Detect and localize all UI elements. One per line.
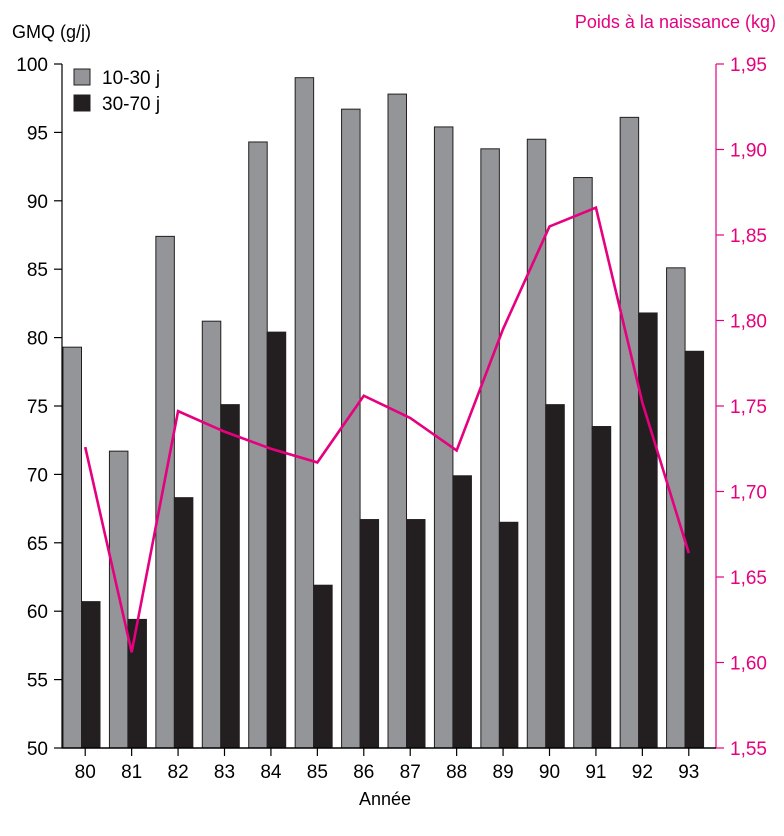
- left-tick-label: 80: [27, 329, 48, 350]
- bar-30-70: [220, 404, 240, 749]
- bar-30-70: [81, 601, 101, 749]
- right-tick-label: 1,85: [730, 226, 767, 247]
- right-tick-label: 1,55: [730, 739, 767, 760]
- line-series: [83, 205, 691, 653]
- bar-30-70: [545, 404, 565, 749]
- birth-weight-line: [83, 205, 691, 653]
- x-tick-label: 83: [214, 762, 235, 783]
- bar-10-30: [573, 177, 593, 749]
- left-tick-label: 55: [27, 671, 48, 692]
- bar-10-30: [62, 346, 82, 749]
- left-axis-title: GMQ (g/j): [12, 22, 91, 42]
- x-tick-label: 85: [307, 762, 328, 783]
- bar-10-30: [341, 108, 361, 749]
- left-tick-label: 65: [27, 534, 48, 555]
- bar-30-70: [173, 497, 194, 749]
- bar-30-70: [591, 426, 612, 749]
- right-axis-title: Poids à la naissance (kg): [575, 12, 776, 32]
- bar-30-70: [313, 584, 333, 749]
- right-tick-label: 1,65: [730, 568, 767, 589]
- bar-30-70: [452, 475, 472, 749]
- left-tick-label: 100: [16, 55, 48, 76]
- x-tick-label: 93: [678, 762, 699, 783]
- right-tick-label: 1,60: [730, 654, 767, 675]
- left-axis: 50 55 60 65 70 75 80 85 90 95 100: [16, 55, 63, 760]
- legend-label-30-70: 30-70 j: [102, 94, 160, 115]
- x-axis-title: Année: [359, 789, 411, 809]
- x-tick-label: 89: [493, 762, 514, 783]
- x-tick-label: 82: [168, 762, 189, 783]
- bar-10-30: [294, 77, 315, 749]
- x-tick-label: 81: [121, 762, 142, 783]
- bar-30-70: [638, 312, 658, 749]
- left-tick-label: 95: [27, 123, 48, 144]
- right-axis: 1,55 1,60 1,65 1,70 1,75 1,80 1,85 1,90 1,95: [715, 55, 767, 760]
- legend-label-10-30: 10-30 j: [102, 68, 160, 89]
- x-axis: 80 81 82 83 84 85 86 87 88 89 90 91 92 93: [62, 747, 716, 783]
- legend: 10-30 j 30-70 j: [73, 68, 160, 115]
- left-tick-label: 60: [27, 602, 48, 623]
- bar-10-30: [201, 320, 222, 749]
- bar-10-30: [387, 93, 407, 749]
- x-tick-label: 90: [539, 762, 560, 783]
- bars: [62, 77, 705, 749]
- x-tick-label: 88: [446, 762, 467, 783]
- left-tick-label: 75: [27, 397, 48, 418]
- x-tick-label: 84: [260, 762, 282, 783]
- left-tick-label: 50: [27, 739, 48, 760]
- right-tick-label: 1,70: [730, 483, 767, 504]
- bar-10-30: [619, 116, 640, 749]
- right-tick-label: 1,95: [730, 55, 767, 76]
- left-tick-label: 70: [27, 465, 48, 486]
- x-tick-label: 92: [632, 762, 653, 783]
- legend-swatch-10-30: [73, 68, 91, 86]
- bar-30-70: [359, 519, 380, 749]
- right-tick-label: 1,80: [730, 312, 767, 333]
- x-tick-label: 87: [400, 762, 421, 783]
- legend-swatch-30-70: [73, 94, 91, 112]
- bar-30-70: [266, 331, 287, 749]
- right-tick-label: 1,90: [730, 141, 767, 162]
- bar-10-30: [480, 148, 500, 749]
- left-tick-label: 85: [27, 260, 48, 281]
- x-tick-label: 80: [75, 762, 96, 783]
- bar-10-30: [155, 235, 175, 749]
- bar-30-70: [127, 618, 147, 749]
- x-tick-label: 91: [585, 762, 606, 783]
- left-tick-label: 90: [27, 192, 48, 213]
- x-tick-label: 86: [353, 762, 374, 783]
- bar-30-70: [406, 519, 426, 749]
- bar-30-70: [498, 521, 519, 749]
- bar-10-30: [526, 138, 547, 749]
- right-tick-label: 1,75: [730, 397, 767, 418]
